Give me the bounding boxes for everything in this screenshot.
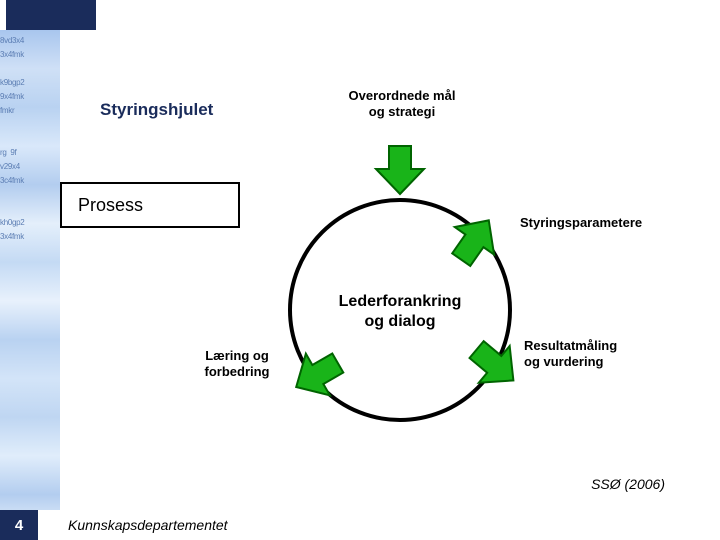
- diagram-svg: [220, 80, 640, 470]
- label-overordnede: Overordnede mål og strategi: [327, 88, 477, 121]
- arrow-down-into-circle: [376, 146, 424, 194]
- page-number: 4: [0, 510, 38, 540]
- department-label: Kunnskapsdepartementet: [68, 517, 228, 533]
- left-decorative-strip: 8vd3x43x4fmkk9bgp29x4fmkfmkrrg 9fv29x43c…: [0, 30, 60, 514]
- arrow-laering: [284, 342, 350, 408]
- prosess-label: Prosess: [78, 195, 143, 216]
- label-center: Lederforankring og dialog: [320, 292, 480, 332]
- prosess-box: Prosess: [60, 182, 240, 228]
- styringshjulet-diagram: Overordnede mål og strategi Styringspara…: [220, 80, 640, 470]
- label-resultatmaling: Resultatmåling og vurdering: [524, 338, 674, 371]
- top-accent-bar: [6, 0, 96, 30]
- page-title: Styringshjulet: [100, 100, 213, 120]
- footer-bar: 4 Kunnskapsdepartementet: [0, 510, 720, 540]
- source-citation: SSØ (2006): [591, 476, 665, 492]
- label-styringsparametere: Styringsparametere: [520, 215, 680, 231]
- arrow-resultat: [461, 331, 529, 399]
- label-laering: Læring og forbedring: [192, 348, 282, 381]
